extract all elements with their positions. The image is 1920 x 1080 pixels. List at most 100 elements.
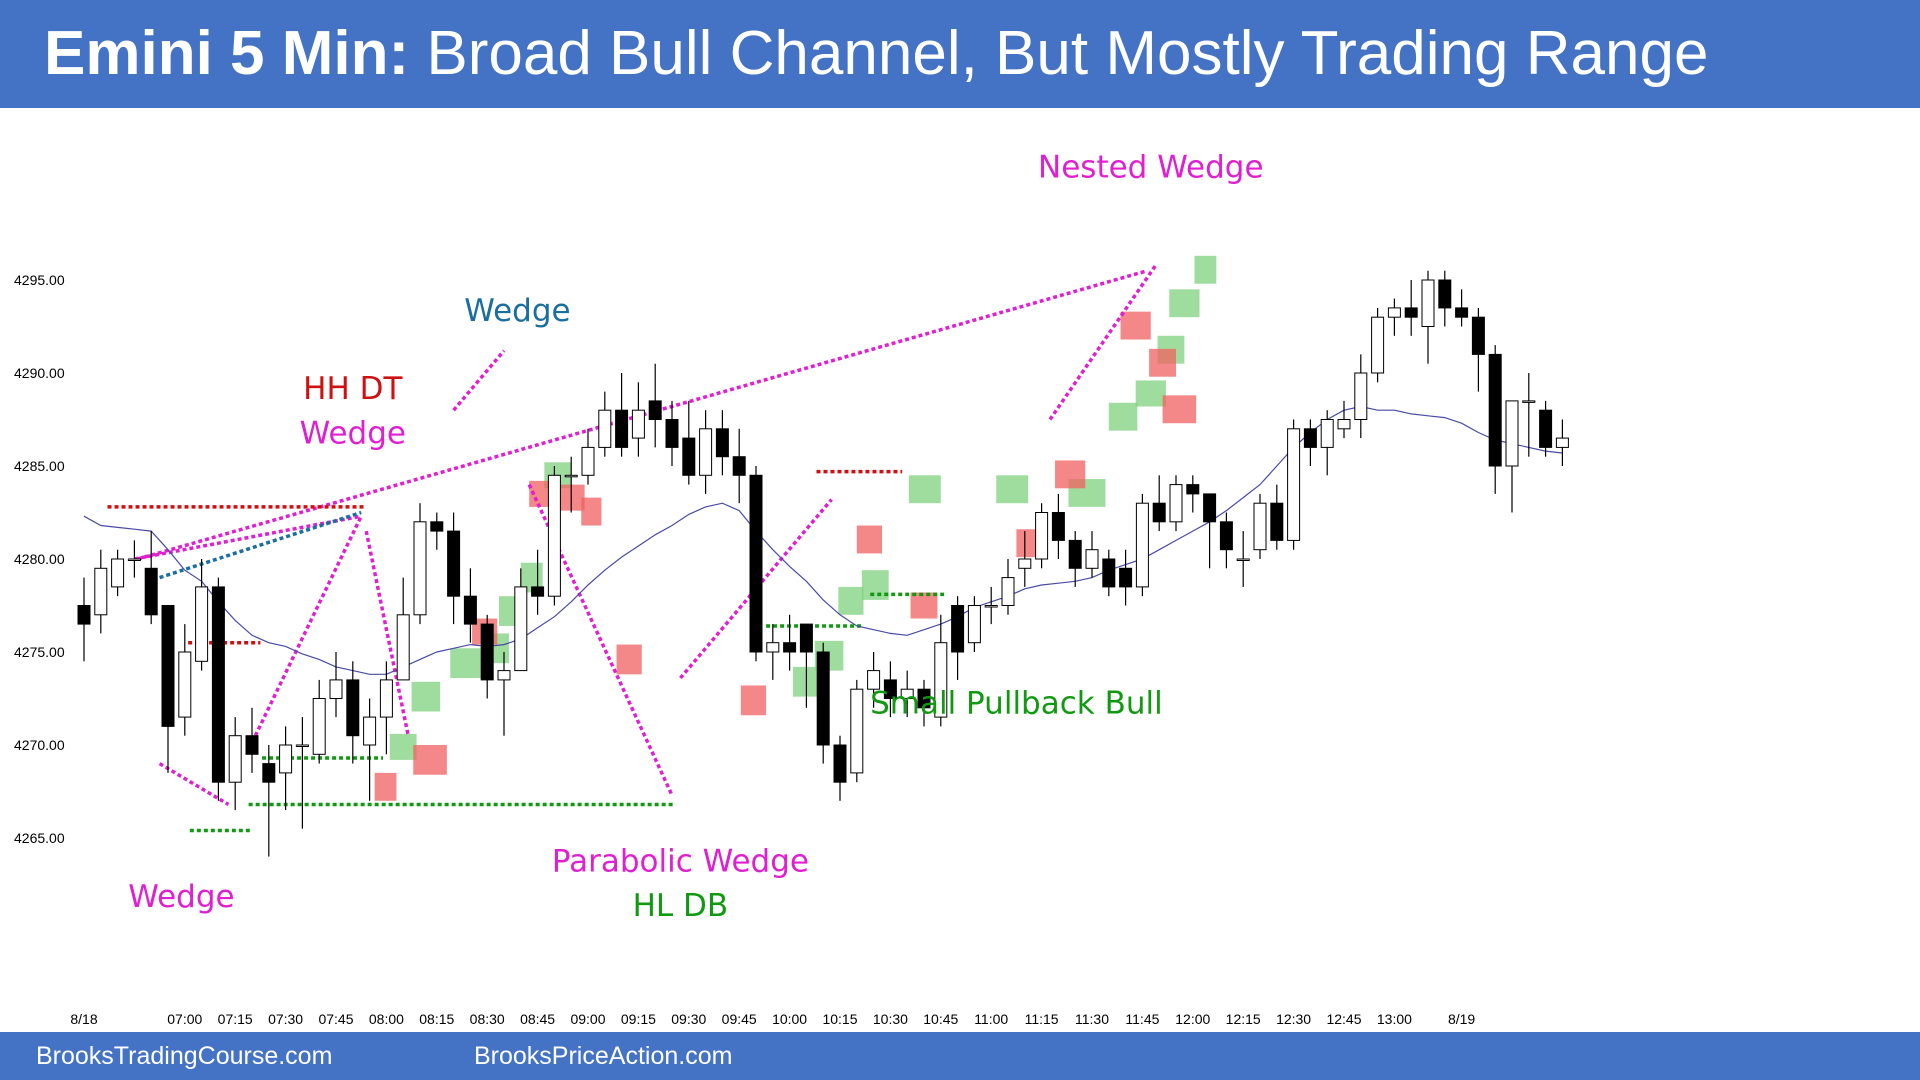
bull-candle-body <box>178 651 192 718</box>
candle-22 <box>447 512 461 625</box>
signal-boxes <box>374 255 1217 801</box>
teal-trend-line <box>159 510 362 580</box>
bull-candle-body <box>547 474 561 597</box>
bear-candle-body <box>1438 279 1452 309</box>
candle-26 <box>514 568 528 672</box>
bear-candle-body <box>77 605 91 625</box>
bull-candle-body <box>564 474 578 478</box>
candle-0 <box>77 577 91 662</box>
bull-candle-body <box>1337 419 1351 430</box>
green-box-18 <box>1194 255 1217 284</box>
red-box-1 <box>413 745 447 775</box>
candle-32 <box>615 373 629 457</box>
bear-candle-body <box>951 605 965 653</box>
candle-24 <box>480 614 494 699</box>
red-box-7 <box>740 685 767 716</box>
candle-87 <box>1539 400 1553 457</box>
title-banner <box>0 0 1920 108</box>
bull-candle-body <box>228 735 242 783</box>
candle-69 <box>1236 531 1250 587</box>
candle-23 <box>463 568 477 643</box>
x-tick-label: 07:30 <box>268 1011 303 1027</box>
x-tick-label: 09:30 <box>671 1011 706 1027</box>
red-box-0 <box>374 772 397 801</box>
candle-84 <box>1488 345 1502 494</box>
candle-5 <box>161 605 175 773</box>
axes: 4265.00 4270.00 4275.00 4280.00 4285.00 4290.… <box>14 272 1475 1027</box>
x-tick-label: 10:00 <box>772 1011 807 1027</box>
bear-candle-body <box>144 567 158 616</box>
candle-77 <box>1371 307 1385 383</box>
x-tick-label: 08:15 <box>419 1011 454 1027</box>
candle-65 <box>1169 475 1183 532</box>
candle-33 <box>631 382 645 457</box>
x-tick-label: 08:45 <box>520 1011 555 1027</box>
x-tick-label: 08:30 <box>470 1011 505 1027</box>
annotation-label: Wedge <box>464 293 570 329</box>
bear-candle-body <box>917 688 931 709</box>
x-tick-label: 07:45 <box>318 1011 353 1027</box>
candle-21 <box>430 512 444 550</box>
candle-70 <box>1253 493 1267 559</box>
candle-51 <box>934 614 948 727</box>
bear-candle-body <box>1051 512 1065 541</box>
bear-candle-body <box>531 586 545 597</box>
bull-candle-body <box>329 679 343 700</box>
x-tick-label: 11:45 <box>1125 1011 1159 1027</box>
x-tick-label: 11:30 <box>1075 1011 1109 1027</box>
candle-3 <box>127 540 141 578</box>
bear-candle-body <box>1219 521 1233 551</box>
candle-20 <box>413 503 427 625</box>
candle-42 <box>783 614 797 671</box>
wedge-line-rise <box>253 515 363 737</box>
bull-candle-body <box>1555 437 1569 448</box>
x-tick-label: 8/19 <box>1448 1011 1475 1027</box>
bear-candle-body <box>749 474 763 653</box>
candle-80 <box>1421 270 1435 364</box>
candle-40 <box>749 466 763 662</box>
title-rest: Broad Bull Channel, But Mostly Trading R… <box>426 19 1709 88</box>
bull-candle-body <box>1135 502 1149 588</box>
candle-50 <box>917 679 931 727</box>
candle-55 <box>1001 559 1015 615</box>
bear-candle-body <box>463 595 477 625</box>
bear-candle-body <box>447 530 461 597</box>
bull-candle-body <box>900 688 914 700</box>
green-box-0 <box>389 733 417 760</box>
footer-link-trading-course[interactable]: BrooksTradingCourse.com <box>36 1042 333 1070</box>
page-title: Emini 5 Min: Broad Bull Channel, But Mos… <box>44 18 1708 89</box>
bull-candle-body <box>1169 484 1183 523</box>
bull-candle-body <box>295 744 309 747</box>
candle-72 <box>1287 419 1301 550</box>
candle-67 <box>1203 493 1217 569</box>
bull-candle-body <box>631 409 645 439</box>
candle-71 <box>1270 484 1284 550</box>
candle-10 <box>245 707 259 773</box>
x-tick-label: 12:45 <box>1326 1011 1361 1027</box>
bull-candle-body <box>1320 419 1334 448</box>
bull-candle-body <box>850 688 864 774</box>
x-tick-label: 10:45 <box>923 1011 958 1027</box>
annotations: Nested Wedge Wedge HH DT Wedge Small Pullbac… <box>128 150 1263 924</box>
annotation-label: Wedge <box>128 879 234 915</box>
x-tick-label: 10:30 <box>873 1011 908 1027</box>
candle-36 <box>682 400 696 485</box>
candle-37 <box>699 410 713 494</box>
bull-candle-body <box>396 614 410 681</box>
candle-35 <box>665 400 679 466</box>
bear-candle-body <box>715 428 729 458</box>
green-box-7 <box>792 666 819 697</box>
candle-48 <box>883 661 897 718</box>
bear-candle-body <box>1303 428 1317 448</box>
bull-candle-body <box>766 642 780 653</box>
footer-link-price-action[interactable]: BrooksPriceAction.com <box>474 1042 733 1070</box>
x-tick-label: 13:00 <box>1377 1011 1412 1027</box>
x-tick-label: 12:00 <box>1175 1011 1210 1027</box>
candle-60 <box>1085 531 1099 578</box>
red-box-6 <box>616 644 642 675</box>
bear-candle-body <box>1455 307 1469 318</box>
candles <box>77 270 1569 857</box>
trend-lines <box>107 264 1158 833</box>
bear-candle-body <box>665 419 679 448</box>
